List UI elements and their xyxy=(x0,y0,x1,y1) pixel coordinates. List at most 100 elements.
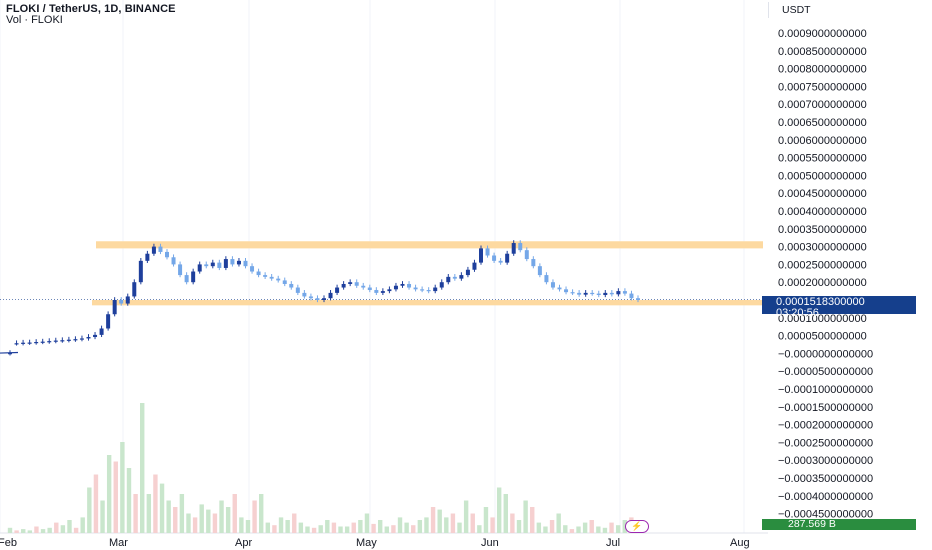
volume-bar xyxy=(483,507,489,533)
volume-bar xyxy=(496,487,502,533)
time-tick-label: Mar xyxy=(109,537,128,549)
volume-bar xyxy=(338,526,343,533)
volume-bar xyxy=(450,513,456,533)
price-tick-label: −0.0002000000000 xyxy=(778,420,873,432)
volume-bar xyxy=(199,504,204,533)
candle-body xyxy=(459,275,464,279)
candle-body xyxy=(374,290,379,293)
candle-body xyxy=(544,275,549,283)
candle-body xyxy=(14,343,19,345)
price-tick-label: 0.0004000000000 xyxy=(778,206,867,218)
price-tick-label: 0.0003000000000 xyxy=(778,242,867,254)
resistance-zone[interactable] xyxy=(96,241,763,249)
volume-bar xyxy=(298,522,304,533)
volume-bar xyxy=(417,520,423,533)
candle-body xyxy=(505,253,510,263)
volume-bar xyxy=(140,403,145,533)
symbol-title[interactable]: FLOKI / TetherUS, 1D, BINANCE xyxy=(6,3,176,15)
volume-bar xyxy=(21,529,26,533)
volume-bar xyxy=(463,500,469,533)
support-zone[interactable] xyxy=(92,300,763,306)
volume-bars xyxy=(7,403,641,533)
candle-body xyxy=(629,293,634,299)
candle-body xyxy=(622,291,627,294)
volume-bar xyxy=(225,507,231,533)
candle-body xyxy=(557,287,562,290)
volume-bar xyxy=(523,500,528,533)
volume-bar xyxy=(133,494,138,533)
candle-body xyxy=(21,342,26,344)
candle-body xyxy=(184,275,189,283)
volume-bar xyxy=(100,500,105,533)
candle-body xyxy=(210,262,215,267)
candle-body xyxy=(250,266,255,272)
candle-body xyxy=(47,341,52,343)
candle-body xyxy=(413,287,418,290)
candle-body xyxy=(426,290,431,292)
candle-body xyxy=(223,259,228,268)
volume-bar xyxy=(212,513,218,533)
volume-bar xyxy=(530,507,535,533)
price-tick-label: 0.0001000000000 xyxy=(778,313,867,325)
volume-bar xyxy=(67,520,72,533)
candle-body xyxy=(341,283,346,288)
volume-bar xyxy=(272,525,277,533)
volume-bar xyxy=(73,527,79,533)
candle-body xyxy=(66,339,71,341)
candle-body xyxy=(295,287,300,293)
candles xyxy=(0,240,640,356)
volume-bar xyxy=(106,455,112,533)
price-axis-unit-box[interactable]: USDT xyxy=(768,2,929,18)
price-tick-label: 0.0002000000000 xyxy=(778,277,867,289)
volume-bar xyxy=(80,517,85,533)
candle-body xyxy=(407,283,412,288)
candle-body xyxy=(596,293,601,296)
time-tick-label: Feb xyxy=(0,537,17,549)
candle-body xyxy=(8,353,12,355)
volume-bar xyxy=(54,522,59,533)
price-tick-label: −0.0004000000000 xyxy=(778,491,873,503)
volume-bar xyxy=(536,522,542,533)
candle-body xyxy=(380,291,385,293)
time-tick-label: Aug xyxy=(730,537,750,549)
volume-bar xyxy=(404,522,409,533)
candle-body xyxy=(400,283,405,286)
candle-body xyxy=(367,287,372,291)
volume-bar xyxy=(252,500,257,533)
candle-body xyxy=(498,260,503,263)
candle-body xyxy=(308,296,313,299)
candle-body xyxy=(230,259,235,265)
volume-bar xyxy=(173,507,178,533)
price-tick-label: 0.0002500000000 xyxy=(778,259,867,271)
candle-body xyxy=(511,243,516,254)
volume-bar xyxy=(609,522,614,533)
volume-bar xyxy=(126,468,132,533)
candle-body xyxy=(439,282,444,288)
volume-bar xyxy=(589,520,594,533)
volume-bar xyxy=(179,494,185,533)
volume-bar xyxy=(391,525,396,533)
last-price-value: 0.0001518300000 xyxy=(776,296,865,308)
lightning-icon[interactable]: ⚡ xyxy=(625,520,649,533)
volume-bar xyxy=(325,520,330,533)
candle-body xyxy=(492,255,497,261)
volume-bar xyxy=(569,529,575,533)
volume-bar xyxy=(318,525,323,533)
candle-body xyxy=(531,259,536,267)
volume-bar xyxy=(14,530,19,533)
last-price-tag: 0.0001518300000 03:20:56 xyxy=(762,296,916,319)
price-tick-label: 0.0006000000000 xyxy=(778,135,867,147)
volume-bar xyxy=(351,522,356,533)
candle-body xyxy=(99,328,104,335)
volume-bar xyxy=(596,526,601,533)
volume-bar xyxy=(206,509,211,533)
volume-bar xyxy=(7,527,13,533)
candle-body xyxy=(452,276,457,279)
candle-body xyxy=(315,298,320,300)
volume-bar xyxy=(305,526,310,533)
volume-bar xyxy=(47,527,52,533)
volume-indicator-label[interactable]: Vol · FLOKI xyxy=(6,14,63,26)
candle-body xyxy=(256,271,261,276)
volume-bar xyxy=(120,442,125,533)
